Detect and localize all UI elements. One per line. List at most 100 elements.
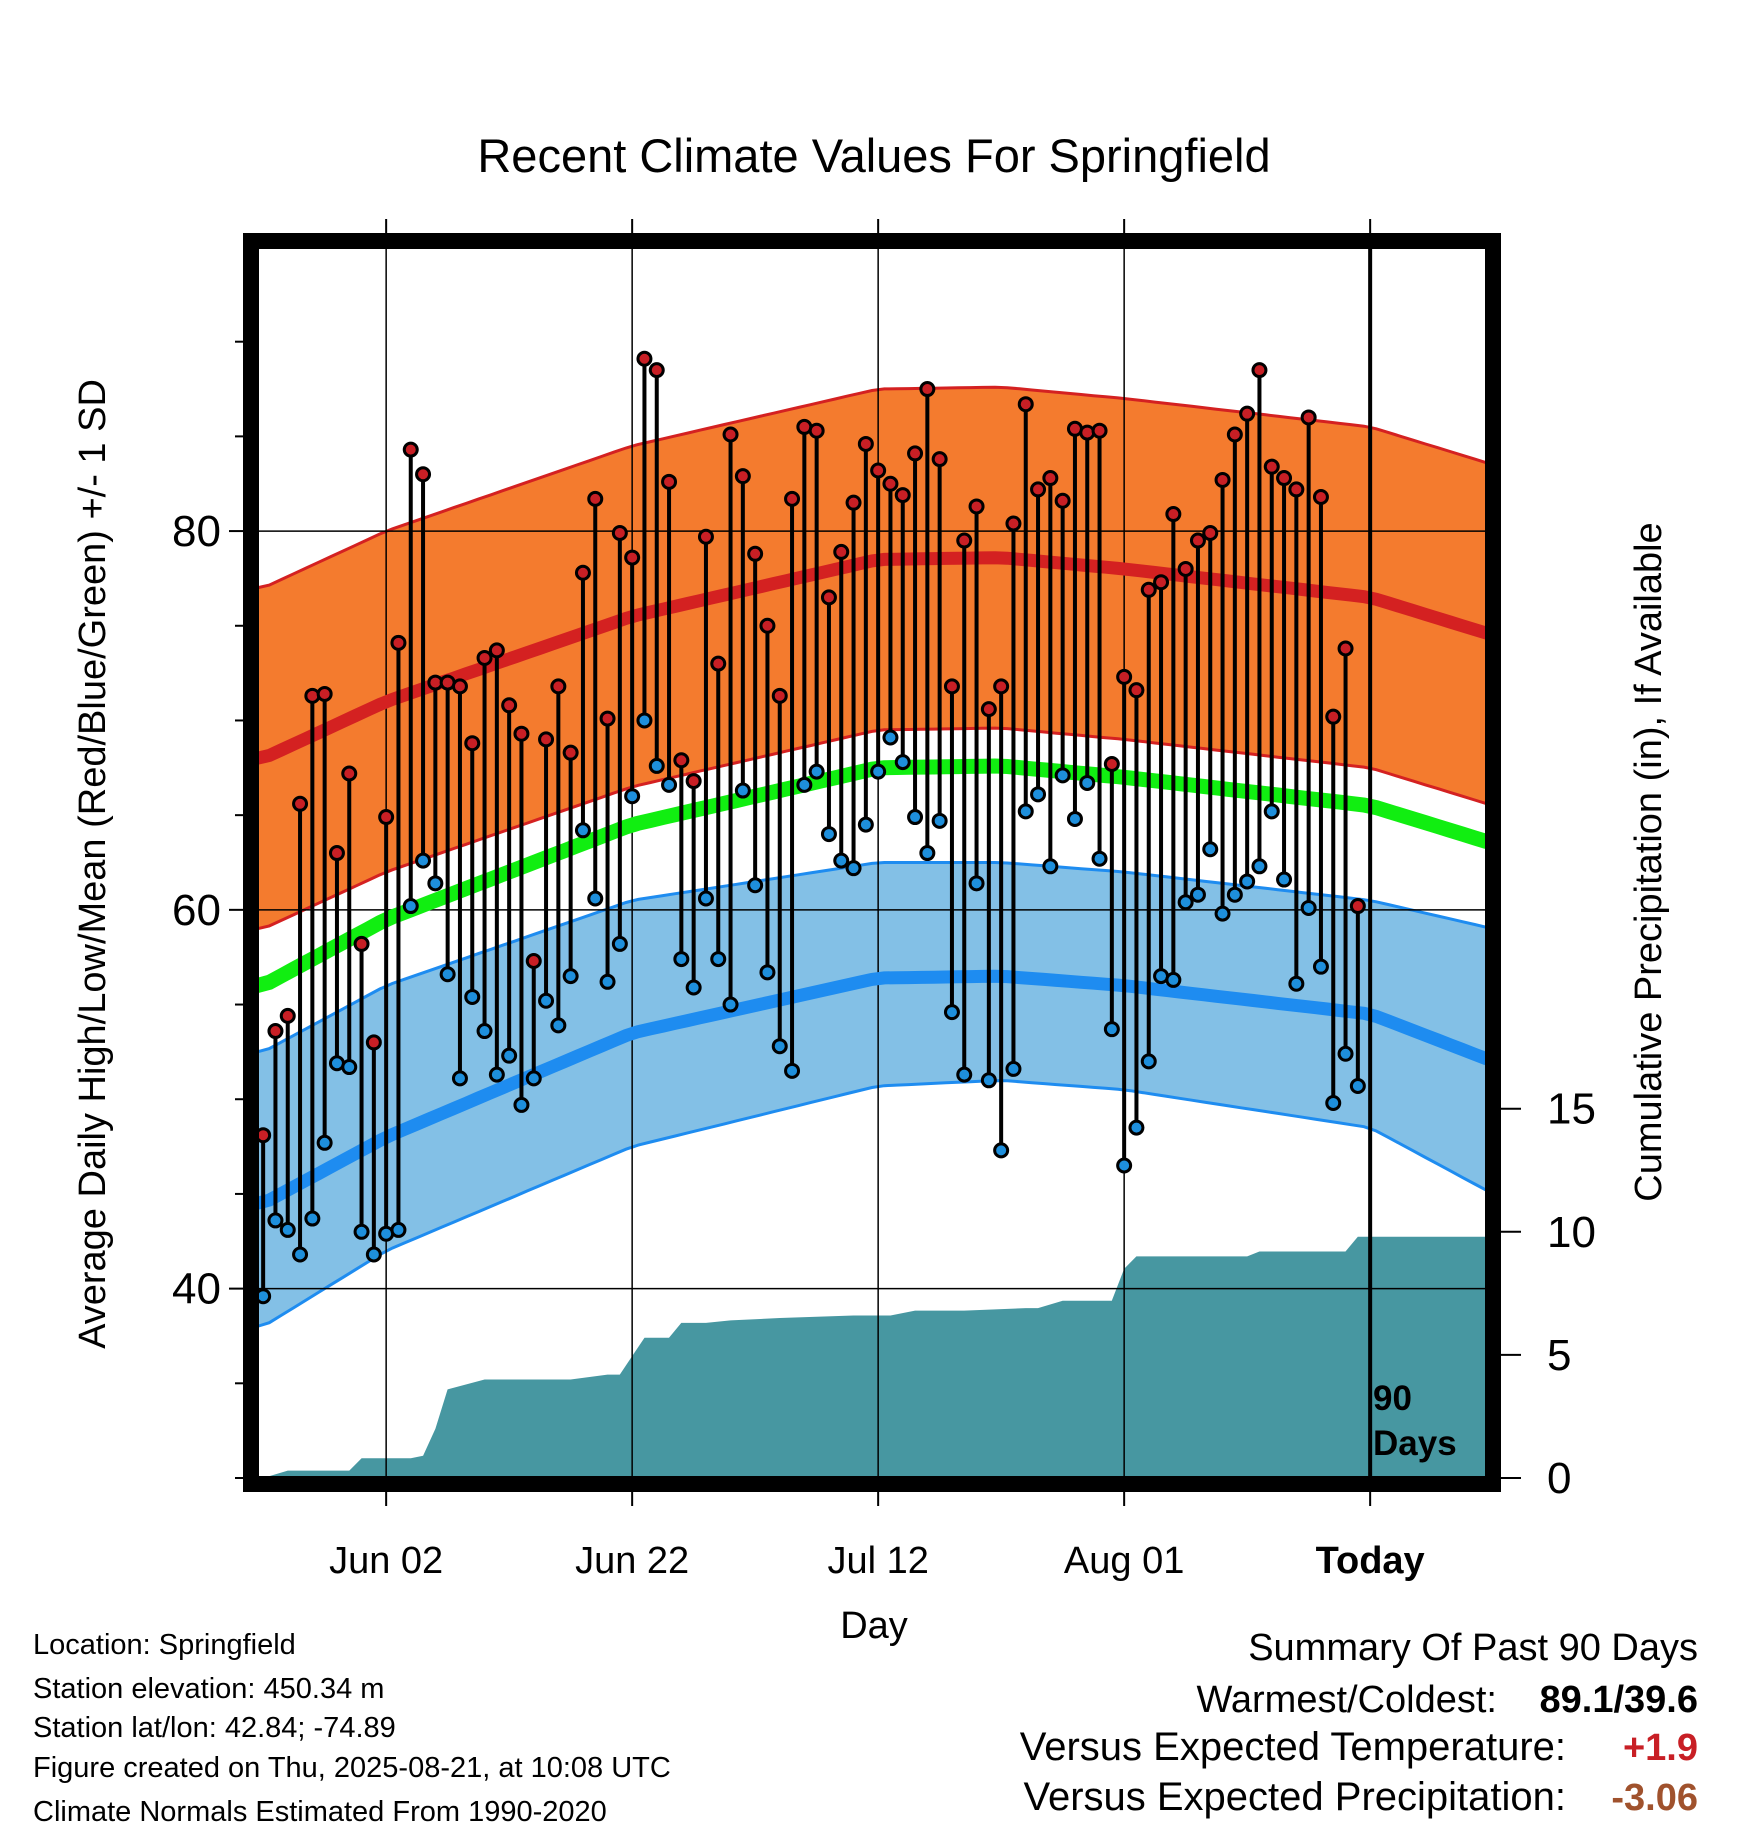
daily-high-point xyxy=(562,744,579,761)
x-tick-label: Jun 22 xyxy=(575,1540,689,1582)
plot-area xyxy=(243,233,1501,1492)
daily-low-point xyxy=(1312,958,1329,975)
daily-high-point xyxy=(599,710,616,727)
x-tick-label: Jul 12 xyxy=(827,1540,928,1582)
daily-low-point xyxy=(1066,810,1083,827)
daily-low-point xyxy=(1263,803,1280,820)
left-tick-label: 40 xyxy=(172,1265,221,1314)
daily-high-point xyxy=(648,362,665,379)
daily-low-point xyxy=(587,890,604,907)
daily-high-point xyxy=(747,545,764,562)
normal-low-band-lower-edge xyxy=(256,1079,1488,1328)
daily-low-point xyxy=(1017,803,1034,820)
daily-high-point xyxy=(513,725,530,742)
daily-low-point xyxy=(624,788,641,805)
right-tick-label: 0 xyxy=(1547,1454,1571,1503)
daily-low-point xyxy=(550,1017,567,1034)
summary-warmest-label: Warmest/Coldest: xyxy=(1196,1679,1497,1721)
daily-high-point xyxy=(1153,574,1170,591)
daily-high-point xyxy=(722,426,739,443)
daily-low-point xyxy=(1226,886,1243,903)
daily-low-point xyxy=(427,875,444,892)
daily-high-point xyxy=(1017,396,1034,413)
daily-high-point xyxy=(390,634,407,651)
normal-high-band-lower-edge xyxy=(256,726,1488,931)
daily-high-point xyxy=(550,678,567,695)
daily-low-point xyxy=(968,875,985,892)
daily-high-point xyxy=(1054,492,1071,509)
daily-high-point xyxy=(956,532,973,549)
daily-low-point xyxy=(1128,1119,1145,1136)
daily-high-point xyxy=(328,845,345,862)
daily-high-point xyxy=(1165,506,1182,523)
daily-low-point xyxy=(1276,871,1293,888)
daily-low-point xyxy=(870,763,887,780)
footer-elevation: Station elevation: 450.34 m xyxy=(33,1673,384,1705)
daily-high-point xyxy=(636,350,653,367)
daily-low-point xyxy=(611,935,628,952)
daily-low-point xyxy=(1116,1157,1133,1174)
daily-low-point xyxy=(415,852,432,869)
daily-low-point xyxy=(1042,858,1059,875)
daily-high-point xyxy=(1202,524,1219,541)
daily-low-point xyxy=(1300,899,1317,916)
daily-high-point xyxy=(365,1034,382,1051)
daily-low-point xyxy=(833,852,850,869)
daily-high-point xyxy=(1128,682,1145,699)
daily-low-point xyxy=(353,1223,370,1240)
daily-high-point xyxy=(587,490,604,507)
daily-high-point xyxy=(882,475,899,492)
cumulative-precip-area xyxy=(263,1236,1488,1478)
x-axis: Jun 02 Jun 22 Jul 12 Aug 01 Today xyxy=(329,219,1425,1582)
daily-low-point xyxy=(464,988,481,1005)
daily-high-point xyxy=(402,441,419,458)
daily-high-point xyxy=(1251,362,1268,379)
summary-vs-temp-label: Versus Expected Temperature: xyxy=(1020,1725,1566,1769)
daily-high-point xyxy=(968,498,985,515)
footer-station-info: Location: Springfield Station elevation:… xyxy=(33,1629,671,1828)
summary-vs-temp-value: +1.9 xyxy=(1623,1727,1698,1769)
daily-high-point xyxy=(870,462,887,479)
daily-high-point xyxy=(1140,581,1157,598)
daily-low-point xyxy=(1079,774,1096,791)
daily-high-point xyxy=(353,935,370,952)
daily-low-point xyxy=(574,822,591,839)
daily-high-point xyxy=(267,1023,284,1040)
daily-high-point xyxy=(611,524,628,541)
daily-high-point xyxy=(1030,481,1047,498)
daily-low-point xyxy=(1103,1021,1120,1038)
daily-high-point xyxy=(1263,458,1280,475)
daily-high-point xyxy=(993,678,1010,695)
daily-high-point xyxy=(1214,471,1231,488)
daily-low-point xyxy=(501,1047,518,1064)
daily-low-point xyxy=(538,992,555,1009)
daily-low-point xyxy=(1214,905,1231,922)
daily-high-point xyxy=(1349,898,1366,915)
right-axis: 0 5 10 15 xyxy=(1501,1085,1596,1503)
daily-high-point xyxy=(501,697,518,714)
daily-low-point xyxy=(1189,886,1206,903)
daily-high-point xyxy=(907,445,924,462)
daily-low-point xyxy=(980,1072,997,1089)
daily-low-point xyxy=(808,763,825,780)
daily-low-point xyxy=(525,1070,542,1087)
daily-low-point xyxy=(1288,975,1305,992)
daily-low-point xyxy=(451,1070,468,1087)
x-tick-label: Aug 01 xyxy=(1064,1540,1184,1582)
daily-high-point xyxy=(476,649,493,666)
daily-high-point xyxy=(697,528,714,545)
daily-high-point xyxy=(1091,422,1108,439)
right-tick-label: 15 xyxy=(1547,1085,1596,1134)
daily-low-point xyxy=(267,1212,284,1229)
daily-low-point xyxy=(907,809,924,826)
daily-low-point xyxy=(1140,1053,1157,1070)
daily-low-point xyxy=(1251,858,1268,875)
daily-high-point xyxy=(378,809,395,826)
daily-high-point xyxy=(734,468,751,485)
daily-low-point xyxy=(722,996,739,1013)
daily-high-point xyxy=(1288,481,1305,498)
daily-low-point xyxy=(648,757,665,774)
daily-low-point xyxy=(476,1023,493,1040)
daily-low-point xyxy=(1349,1077,1366,1094)
daily-low-point xyxy=(341,1059,358,1076)
